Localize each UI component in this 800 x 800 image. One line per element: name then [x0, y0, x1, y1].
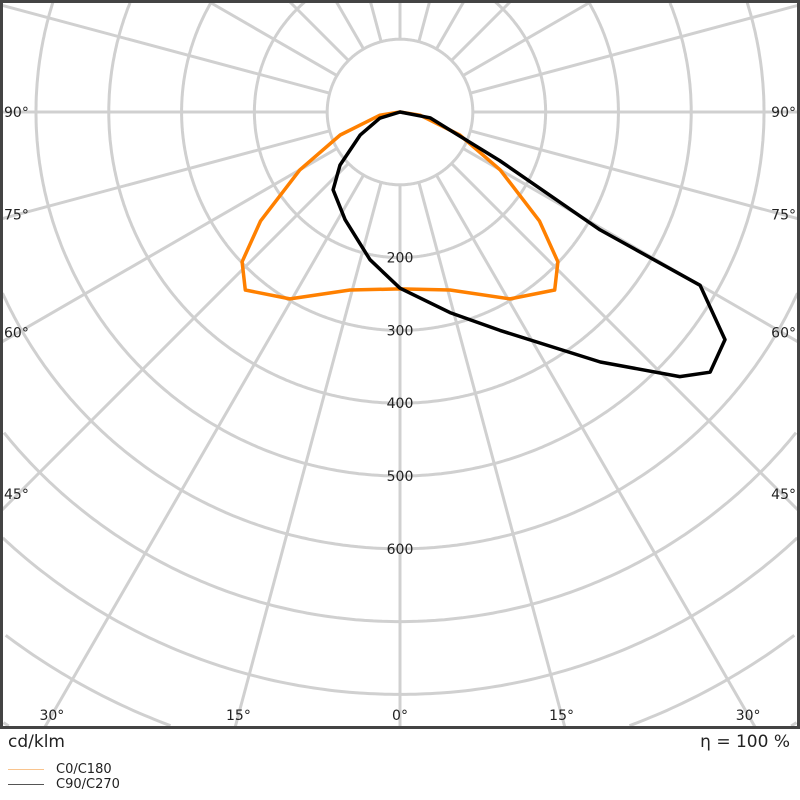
- grid-spoke: [1, 129, 331, 221]
- radial-tick-label: 400: [387, 396, 414, 412]
- grid-spoke: [233, 181, 383, 728]
- unit-label: cd/klm: [8, 732, 65, 752]
- grid-ring: [252, 0, 548, 260]
- polar-chart: 200 300 400 500 600 90° 90° 75° 75° 60° 60° 45° 45° 3…: [0, 0, 800, 729]
- grid-ring: [34, 2, 766, 478]
- angle-label-right: 60°: [771, 326, 796, 342]
- grid-spoke: [335, 1, 365, 50]
- grid-spoke: [0, 162, 350, 512]
- grid-spoke: [469, 129, 799, 221]
- radial-tick-label: 500: [387, 469, 414, 485]
- legend-swatch-c90-c270: [8, 784, 44, 785]
- grid-spoke: [450, 0, 512, 62]
- grid-spoke: [43, 174, 365, 728]
- angle-label-right: 75°: [771, 207, 796, 223]
- angle-label-bottom: 30°: [736, 708, 761, 724]
- series-curve-c90-c270: [331, 110, 727, 379]
- radial-tick-label: 200: [387, 251, 414, 267]
- grid-spoke: [417, 181, 567, 728]
- grid-spoke: [208, 0, 338, 77]
- grid-spoke: [369, 1, 383, 43]
- legend-item-c90-c270: C90/C270: [8, 777, 120, 792]
- angle-label-left: 45°: [4, 487, 29, 503]
- angle-label-bottom: 15°: [226, 708, 251, 724]
- grid-spoke: [435, 174, 757, 728]
- legend-label: C0/C180: [56, 762, 112, 777]
- grid-spoke: [462, 0, 592, 77]
- angle-label-left: 75°: [4, 207, 29, 223]
- grid-spoke: [435, 1, 465, 50]
- angle-label-bottom: 30°: [39, 708, 64, 724]
- legend-item-c0-c180: C0/C180: [8, 762, 120, 777]
- grid-spoke: [1, 147, 338, 344]
- grid-ring: [4, 634, 796, 728]
- radial-tick-label: 600: [387, 542, 414, 558]
- legend-label: C90/C270: [56, 777, 120, 792]
- grid-spoke: [417, 1, 431, 43]
- angle-label-bottom: 15°: [549, 708, 574, 724]
- grid-spoke: [469, 3, 799, 95]
- angle-label-right: 90°: [771, 105, 796, 121]
- grid-ring: [2, 721, 798, 728]
- angle-label-bottom: 0°: [392, 708, 408, 724]
- grid-ring: [107, 2, 693, 405]
- plot-frame: [0, 0, 800, 729]
- angle-label-left: 90°: [4, 105, 29, 121]
- legend-swatch-c0-c180: [8, 769, 44, 770]
- grid-spoke: [1, 3, 331, 95]
- radial-tick-label: 300: [387, 323, 414, 339]
- legend: C0/C180 C90/C270: [8, 762, 120, 792]
- efficiency-label: η = 100 %: [700, 732, 790, 752]
- grid-spoke: [450, 162, 800, 512]
- grid-spoke: [288, 0, 350, 62]
- angle-label-right: 45°: [771, 487, 796, 503]
- angle-label-left: 60°: [4, 326, 29, 342]
